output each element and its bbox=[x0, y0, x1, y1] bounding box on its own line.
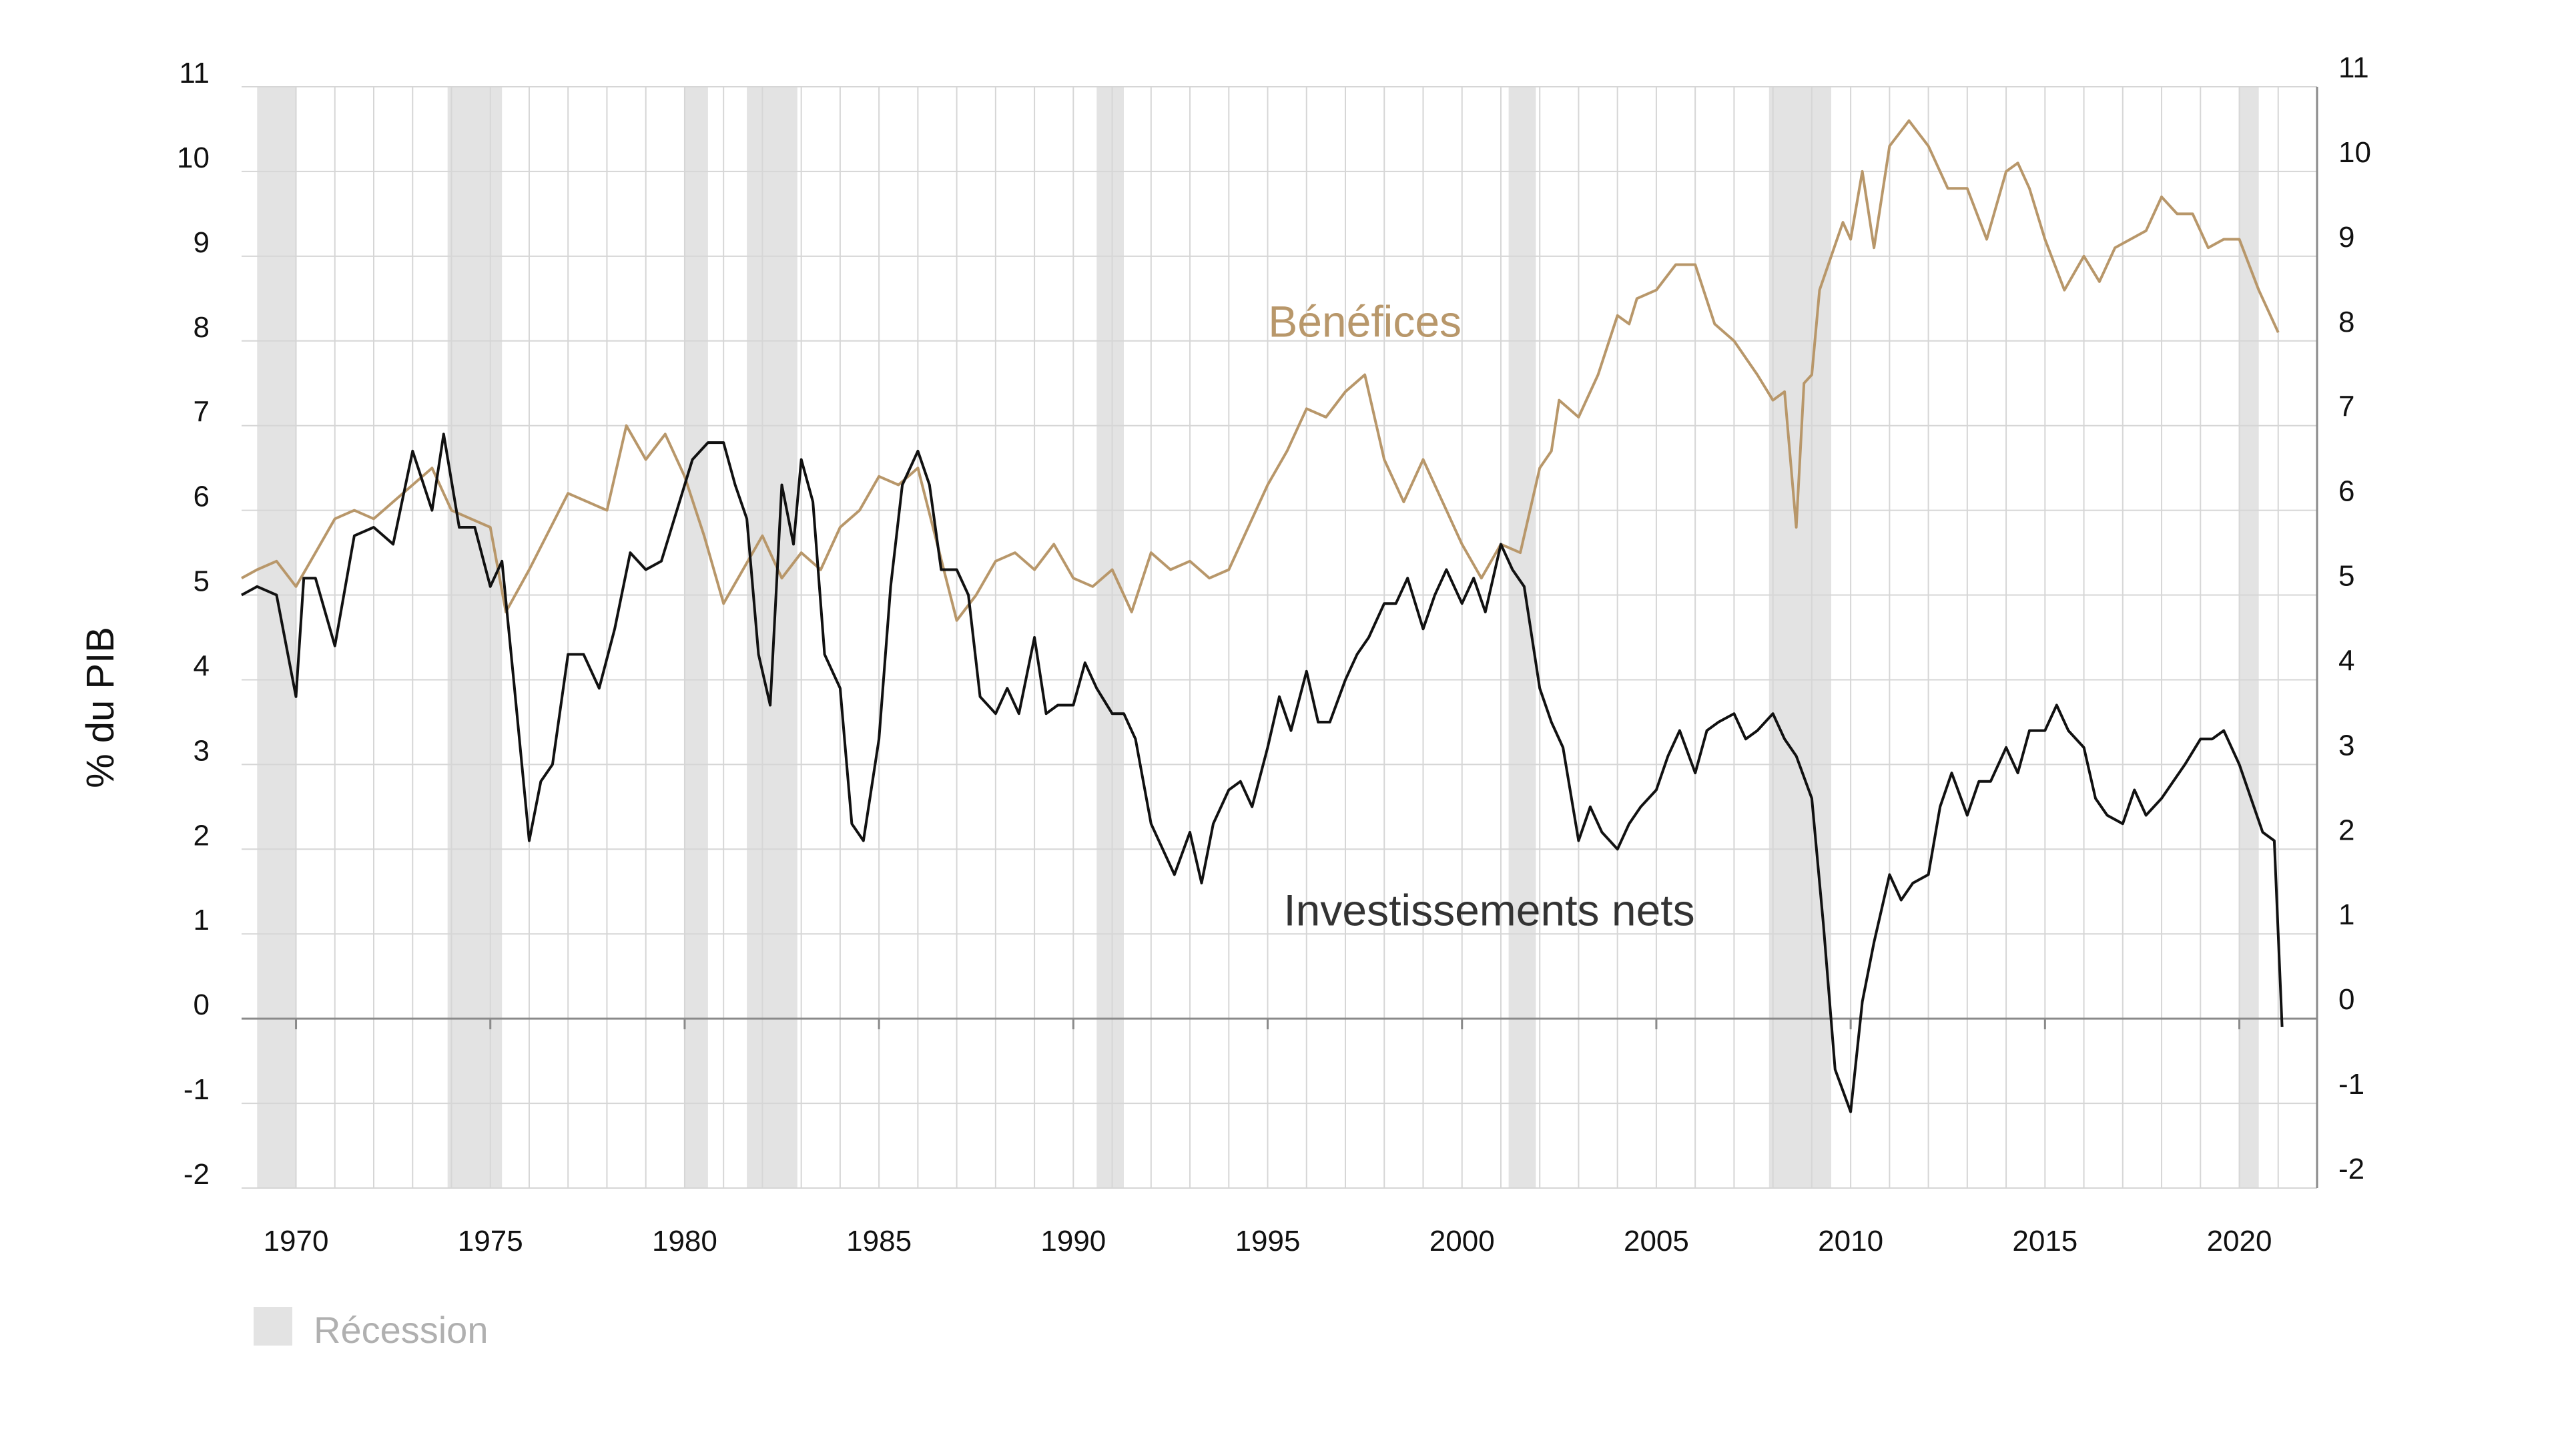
recession-bands bbox=[257, 87, 2259, 1188]
legend: Récession bbox=[254, 1307, 488, 1351]
y-tick-label-left: 9 bbox=[194, 226, 210, 259]
series-label-benefices: Bénéfices bbox=[1268, 296, 1462, 346]
y-tick-label-left: 5 bbox=[194, 565, 210, 598]
y-tick-label-right: 11 bbox=[2338, 51, 2369, 84]
x-tick-label: 1990 bbox=[1040, 1225, 1106, 1257]
y-tick-label-right: 4 bbox=[2338, 644, 2354, 677]
y-tick-label-right: 5 bbox=[2338, 560, 2354, 593]
y-tick-label-right: 7 bbox=[2338, 390, 2354, 423]
y-tick-label-right: 8 bbox=[2338, 306, 2354, 338]
x-tick-label: 1975 bbox=[458, 1225, 523, 1257]
recession-band-7 bbox=[2239, 87, 2259, 1188]
y-tick-label-right: 3 bbox=[2338, 729, 2354, 762]
y-tick-label-right: 9 bbox=[2338, 221, 2354, 254]
x-tick-label: 1980 bbox=[652, 1225, 717, 1257]
x-tick-label: 2015 bbox=[2012, 1225, 2077, 1257]
y-tick-label-right: 1 bbox=[2338, 898, 2354, 931]
x-tick-label: 1985 bbox=[846, 1225, 912, 1257]
y-tick-label-left: -1 bbox=[184, 1073, 210, 1106]
y-tick-label-left: 8 bbox=[194, 311, 210, 344]
recession-band-3 bbox=[747, 87, 797, 1188]
recession-band-1 bbox=[447, 87, 503, 1188]
x-tick-label: 2005 bbox=[1624, 1225, 1689, 1257]
recession-band-2 bbox=[684, 87, 708, 1188]
y-tick-label-right: 0 bbox=[2338, 983, 2354, 1016]
recession-band-4 bbox=[1096, 87, 1124, 1188]
x-tick-label: 2010 bbox=[1818, 1225, 1883, 1257]
y-axis-title: % du PIB bbox=[79, 627, 122, 788]
y-tick-label-left: 11 bbox=[179, 57, 210, 89]
x-tick-label: 2020 bbox=[2207, 1225, 2272, 1257]
series-line-benefices bbox=[241, 119, 2280, 622]
x-tick-label: 1995 bbox=[1235, 1225, 1301, 1257]
legend-swatch-recession bbox=[254, 1307, 292, 1346]
y-tick-label-left: 2 bbox=[194, 819, 210, 852]
y-tick-label-right: 2 bbox=[2338, 814, 2354, 846]
gridlines bbox=[242, 86, 2317, 1189]
x-tick-label: 2000 bbox=[1429, 1225, 1495, 1257]
series-label-investissements-nets: Investissements nets bbox=[1283, 886, 1694, 935]
legend-label-recession: Récession bbox=[314, 1309, 488, 1351]
y-tick-label-right: -2 bbox=[2338, 1153, 2364, 1185]
series-annotations: Bénéfices Investissements nets bbox=[1268, 296, 1694, 934]
y-tick-label-left: 3 bbox=[194, 734, 210, 767]
y-tick-label-left: 0 bbox=[194, 988, 210, 1021]
y-tick-label-right: -1 bbox=[2338, 1068, 2364, 1101]
y-tick-label-left: 10 bbox=[177, 141, 210, 174]
x-tick-label: 1970 bbox=[264, 1225, 329, 1257]
series-lines bbox=[241, 119, 2284, 1113]
y-tick-label-left: 7 bbox=[194, 396, 210, 428]
y-tick-label-left: 6 bbox=[194, 481, 210, 513]
y-tick-label-right: 6 bbox=[2338, 475, 2354, 508]
y-tick-label-left: 4 bbox=[194, 649, 210, 682]
recession-band-0 bbox=[257, 87, 296, 1188]
y-tick-label-left: -2 bbox=[184, 1158, 210, 1191]
y-tick-label-right: 10 bbox=[2338, 136, 2371, 169]
series-line-investissements-nets bbox=[241, 433, 2284, 1113]
y-tick-label-left: 1 bbox=[194, 904, 210, 936]
y-axis-title-group: % du PIB bbox=[79, 627, 122, 788]
recession-band-6 bbox=[1768, 87, 1832, 1188]
